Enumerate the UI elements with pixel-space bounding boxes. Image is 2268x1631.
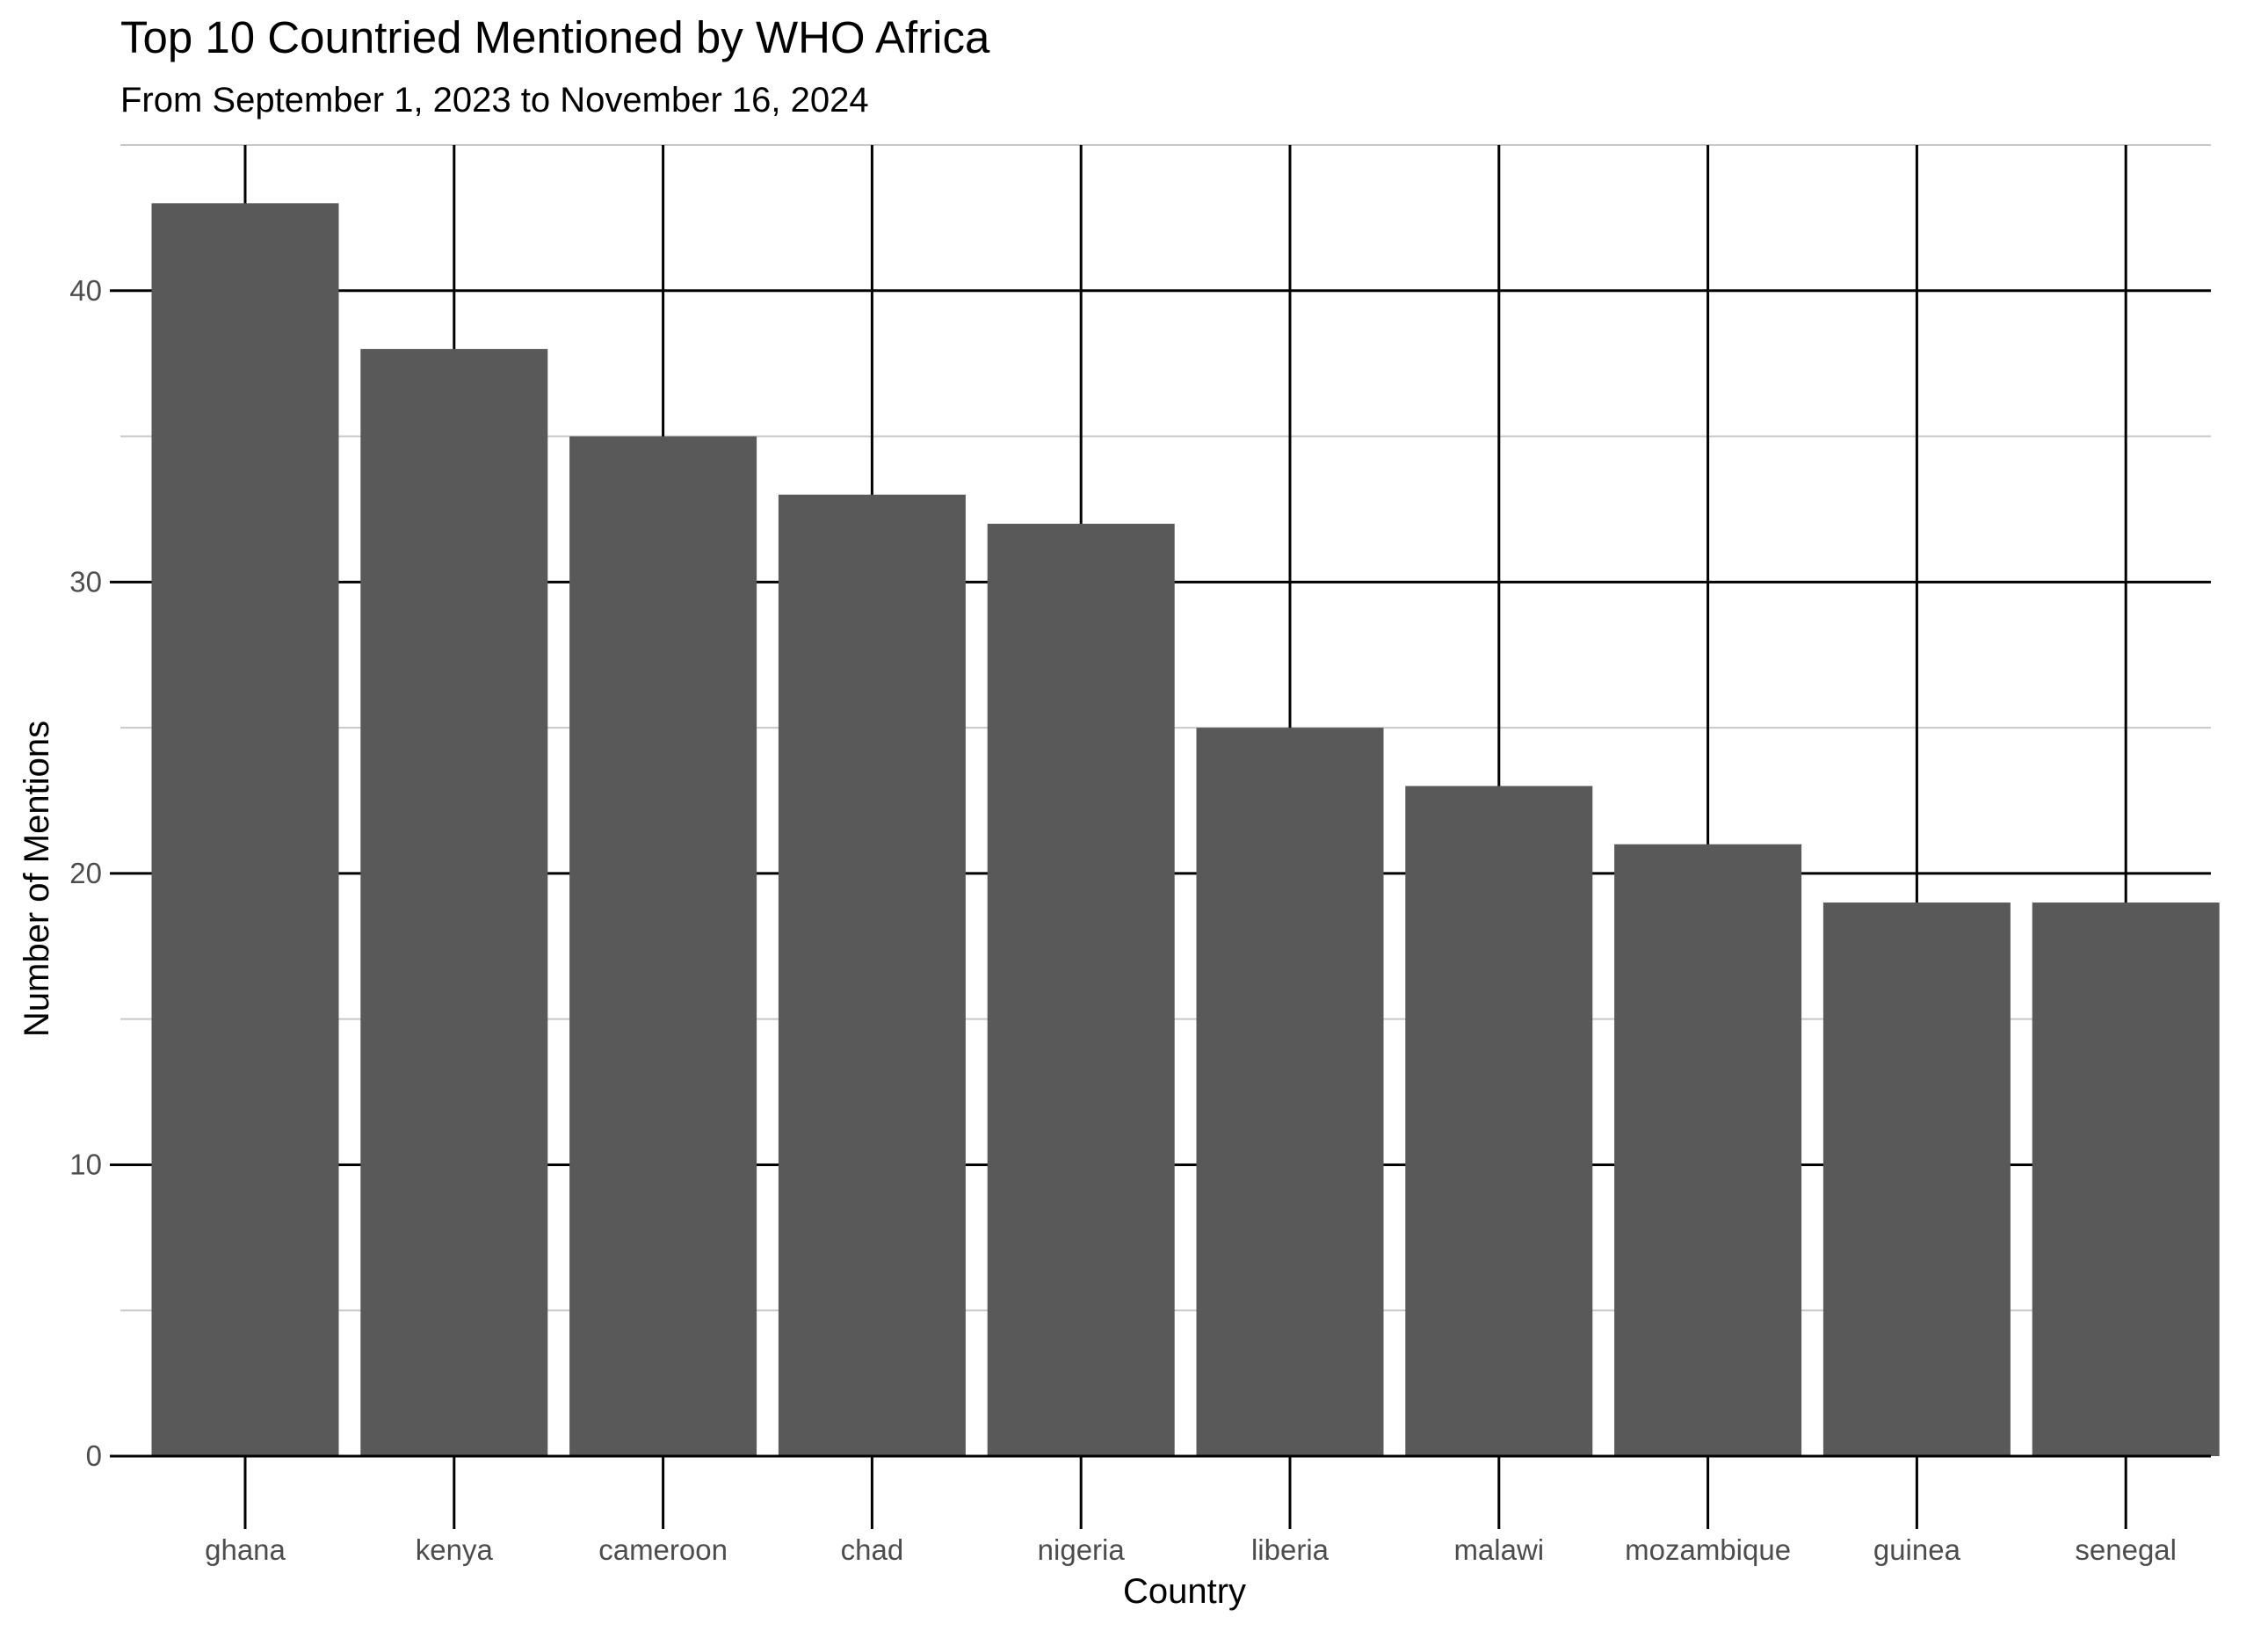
bar-ghana — [151, 203, 339, 1456]
y-axis-title: Number of Mentions — [18, 721, 56, 1037]
x-tick-label: guinea — [1873, 1533, 1961, 1566]
x-tick-label: malawi — [1453, 1533, 1544, 1566]
x-tick-label: kenya — [416, 1533, 494, 1566]
bar-senegal — [2032, 902, 2220, 1456]
bar-liberia — [1196, 728, 1384, 1456]
y-tick-labels: 0 10 20 30 40 — [69, 274, 102, 1472]
chart-subtitle: From September 1, 2023 to November 16, 2… — [120, 81, 869, 120]
bar-kenya — [360, 349, 548, 1457]
x-tick-label: mozambique — [1625, 1533, 1791, 1566]
x-axis-title: Country — [1123, 1572, 1246, 1611]
bar-guinea — [1822, 902, 2011, 1456]
x-tick-labels: ghana kenya cameroon chad nigeria liberia mala… — [205, 1533, 2177, 1566]
y-tick-label: 0 — [86, 1439, 102, 1472]
chart-title: Top 10 Countried Mentioned by WHO Africa — [120, 12, 990, 62]
bar-nigeria — [987, 524, 1175, 1456]
y-tick-label: 30 — [69, 565, 102, 598]
bar-malawi — [1405, 786, 1593, 1456]
x-tick-label: nigeria — [1038, 1533, 1126, 1566]
x-tick-label: senegal — [2075, 1533, 2177, 1566]
bar-mozambique — [1614, 844, 1802, 1456]
x-tick-label: cameroon — [598, 1533, 728, 1566]
y-tick-label: 40 — [69, 274, 102, 307]
x-tick-label: liberia — [1251, 1533, 1330, 1566]
bar-chad — [778, 494, 966, 1456]
bars — [110, 203, 2220, 1458]
x-tick-label: ghana — [205, 1533, 286, 1566]
y-tick-label: 10 — [69, 1148, 102, 1180]
y-tick-label: 20 — [69, 857, 102, 889]
x-tick-label: chad — [841, 1533, 904, 1566]
plot-area: 0 10 20 30 40 ghana kenya cameroon chad nigeria l… — [69, 144, 2220, 1566]
bar-cameroon — [569, 436, 757, 1456]
